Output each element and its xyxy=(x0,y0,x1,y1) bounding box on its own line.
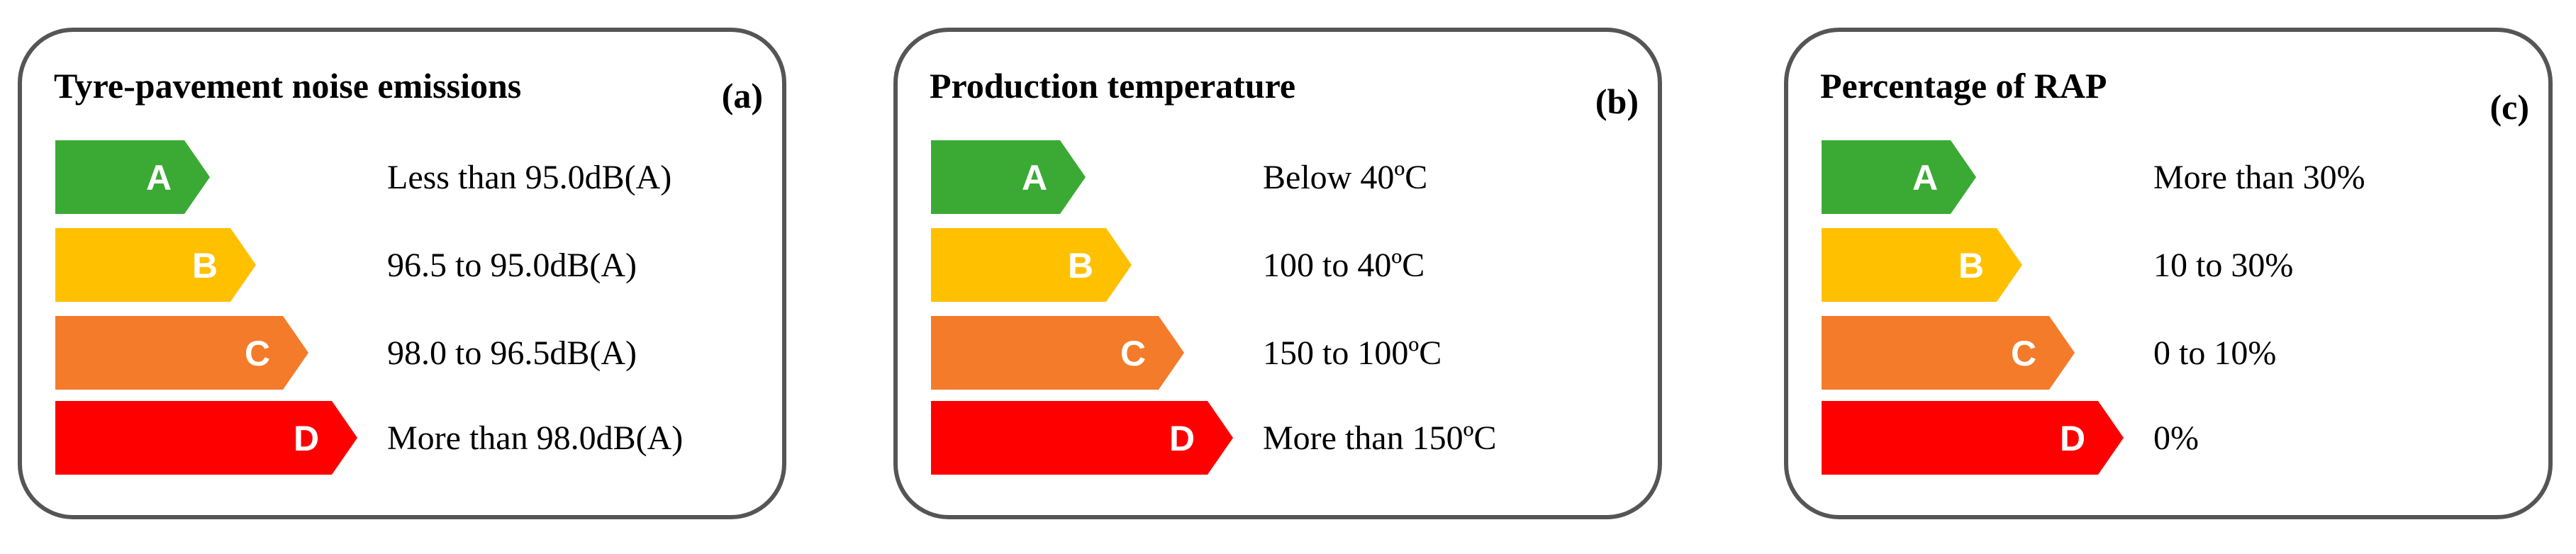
panel-tag: (c) xyxy=(2490,87,2530,127)
rating-grade: C xyxy=(245,334,270,373)
panel-border xyxy=(1784,28,2553,519)
rating-panel: Production temperature (b) A Below 40ºC B 100… xyxy=(893,28,1662,519)
rating-grade: A xyxy=(1022,158,1047,198)
rating-grade: D xyxy=(294,419,319,458)
panel-title: Tyre-pavement noise emissions xyxy=(54,66,521,106)
rating-arrow xyxy=(931,228,1132,302)
rating-arrow xyxy=(931,316,1184,390)
panel-tag: (a) xyxy=(722,76,763,115)
rating-grade: B xyxy=(192,246,218,286)
rating-label: More than 150ºC xyxy=(1263,419,1497,457)
rating-grade: A xyxy=(146,158,172,198)
rating-arrow xyxy=(1822,140,1976,214)
rating-grade: C xyxy=(1120,334,1146,373)
panel-border xyxy=(18,28,786,519)
rating-grade: C xyxy=(2011,334,2036,373)
rating-arrow xyxy=(1822,228,2022,302)
rating-label: Less than 95.0dB(A) xyxy=(387,159,671,196)
rating-arrow xyxy=(1822,401,2124,475)
rating-grade: D xyxy=(2060,419,2085,458)
panel-title: Production temperature xyxy=(930,66,1295,106)
rating-panel: Tyre-pavement noise emissions (a) A Less th… xyxy=(18,28,786,519)
rating-label: 0% xyxy=(2153,419,2199,457)
rating-label: Below 40ºC xyxy=(1263,159,1427,196)
rating-panel: Percentage of RAP (c) A More than 30% B 10 to… xyxy=(1784,28,2553,519)
rating-grade: B xyxy=(1068,246,1093,286)
rating-label: 10 to 30% xyxy=(2153,247,2293,284)
rating-arrow xyxy=(931,140,1086,214)
rating-arrow xyxy=(55,316,308,390)
panel-title: Percentage of RAP xyxy=(1820,66,2107,106)
rating-arrow xyxy=(55,140,210,214)
rating-arrow xyxy=(1822,316,2075,390)
rating-label: 98.0 to 96.5dB(A) xyxy=(387,334,637,372)
rating-grade: D xyxy=(1169,419,1195,458)
rating-arrow xyxy=(55,228,256,302)
panel-tag: (b) xyxy=(1595,81,1639,121)
rating-grade: A xyxy=(1912,158,1938,198)
rating-label: 0 to 10% xyxy=(2153,334,2276,372)
rating-label: 96.5 to 95.0dB(A) xyxy=(387,247,637,284)
rating-arrow xyxy=(931,401,1233,475)
rating-label: More than 30% xyxy=(2153,159,2365,196)
rating-label: 150 to 100ºC xyxy=(1263,334,1442,372)
rating-label: 100 to 40ºC xyxy=(1263,247,1424,284)
rating-grade: B xyxy=(1958,246,1984,286)
rating-label: More than 98.0dB(A) xyxy=(387,419,683,457)
rating-arrow xyxy=(55,401,357,475)
panel-border xyxy=(893,28,1662,519)
